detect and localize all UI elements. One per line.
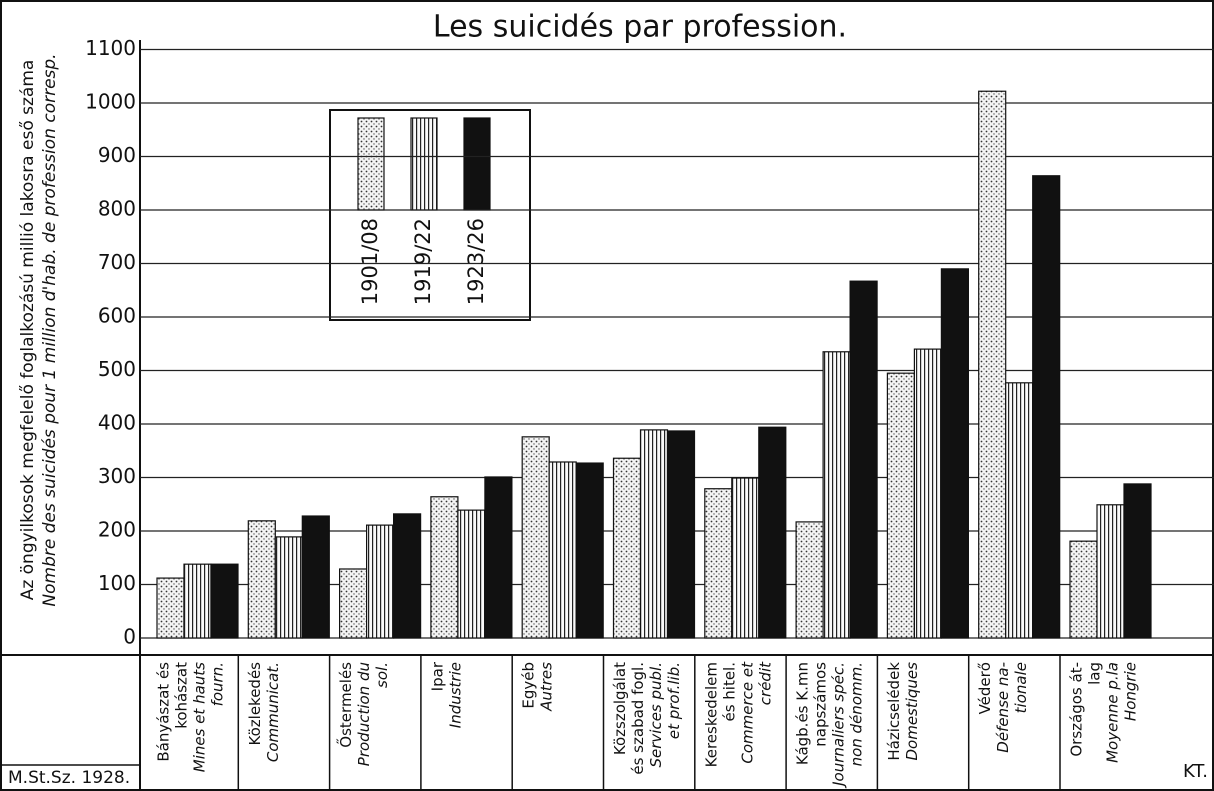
legend-label: 1919/22: [411, 218, 435, 305]
x-tick-label: Házicselédek: [885, 662, 903, 761]
x-tick-label: non dénomm.: [848, 662, 866, 766]
mark: KT.: [1183, 761, 1208, 782]
x-tick-label: kohászat: [173, 662, 191, 729]
x-tick-label: tionale: [1012, 662, 1030, 713]
x-tick-label: sol.: [373, 662, 391, 688]
y-tick-label: 1100: [85, 36, 136, 60]
bar: [849, 280, 878, 639]
bar: [913, 348, 943, 639]
y-tick-label: 500: [98, 357, 136, 381]
x-tick-label: Communicat.: [264, 662, 282, 762]
x-tick-label: et prof.lib.: [665, 662, 683, 739]
x-tick-label: Közszolgálat: [611, 662, 629, 755]
x-tick-label: és szabad fogl.: [629, 662, 647, 775]
x-tick-label: Hongrie: [1122, 662, 1140, 721]
bar: [795, 521, 824, 639]
bar: [1096, 504, 1125, 639]
bar: [247, 520, 276, 639]
x-tick-label: Services publ.: [647, 662, 665, 768]
y-tick-label: 700: [98, 250, 136, 274]
y-tick-label: 900: [98, 143, 136, 167]
x-tick-label: Országos át-: [1068, 662, 1086, 757]
y-axis-label-fr: Nombre des suicidés pour 1 million d'hab…: [40, 53, 60, 606]
y-tick-label: 200: [98, 518, 136, 542]
bar: [940, 268, 970, 639]
x-tick-label: Közlekedés: [246, 662, 264, 746]
bar: [886, 372, 916, 639]
bar: [339, 568, 368, 639]
bar: [666, 430, 696, 639]
legend-swatch: [410, 117, 438, 211]
legend-swatch: [463, 117, 491, 211]
y-tick-label: 400: [98, 411, 136, 435]
y-tick-label: 800: [98, 197, 136, 221]
x-tick-label: fourn.: [209, 662, 227, 706]
x-tick-label: Production du: [355, 662, 373, 766]
x-tick-label: Bányászat és: [155, 662, 173, 762]
bar: [210, 563, 239, 639]
bar: [704, 488, 733, 639]
x-tick-label: napszámos: [812, 662, 830, 747]
y-tick-label: 0: [123, 625, 136, 649]
bar: [156, 577, 185, 639]
chart-title: Les suicidés par profession.: [433, 10, 847, 45]
bar: [612, 457, 642, 639]
bar: [430, 496, 459, 639]
x-tick-label: Défense na-: [994, 662, 1012, 753]
x-tick-label: Kágb.és K.mn: [794, 662, 812, 765]
x-tick-label: és hitel.: [720, 662, 738, 722]
bar: [301, 515, 330, 639]
bar: [457, 509, 486, 639]
x-tick-label: Véderő: [976, 662, 994, 714]
bar: [548, 461, 577, 639]
x-tick-label: Egyéb: [520, 662, 538, 709]
y-tick-label: 300: [98, 464, 136, 488]
legend-swatch: [357, 117, 385, 211]
y-tick-label: 600: [98, 304, 136, 328]
bar: [1032, 175, 1061, 639]
bar: [639, 429, 669, 639]
bar: [484, 476, 513, 639]
legend-label: 1923/26: [464, 218, 488, 305]
legend-label: 1901/08: [358, 218, 382, 305]
x-tick-label: Ipar: [428, 661, 446, 691]
bar: [978, 90, 1007, 639]
x-tick-label: Kereskedelem: [702, 662, 720, 767]
x-tick-label: Journaliers spéc.: [830, 662, 848, 789]
x-tick-label: Moyenne p.la: [1104, 662, 1122, 763]
x-tick-label: Autres: [538, 662, 556, 712]
bar: [274, 536, 303, 639]
x-tick-label: Domestiques: [903, 662, 921, 761]
bar: [822, 351, 851, 639]
bar: [731, 477, 760, 639]
legend: 1901/08 1919/22 1923/26: [329, 109, 531, 321]
bar: [1005, 382, 1034, 639]
bar: [1123, 483, 1152, 639]
bar: [183, 563, 212, 639]
x-tick-label: Industrie: [446, 662, 464, 728]
x-tick-label: Commerce et: [738, 661, 756, 764]
x-tick-label: lag: [1086, 662, 1104, 685]
bar: [393, 513, 422, 639]
bar: [521, 436, 550, 639]
x-tick-label: Mines et hauts: [191, 662, 209, 772]
bar: [366, 524, 395, 639]
bar: [575, 462, 604, 639]
x-tick-label: Őstermelés: [335, 662, 355, 748]
x-tick-label: crédit: [756, 661, 774, 705]
y-axis-label: Az öngyilkosok megfelelő foglalkozású mi…: [18, 60, 38, 601]
y-tick-label: 1000: [85, 90, 136, 114]
y-tick-label: 100: [98, 571, 136, 595]
bar: [1069, 540, 1098, 639]
source: M.St.Sz. 1928.: [8, 768, 130, 788]
bar: [758, 426, 787, 639]
